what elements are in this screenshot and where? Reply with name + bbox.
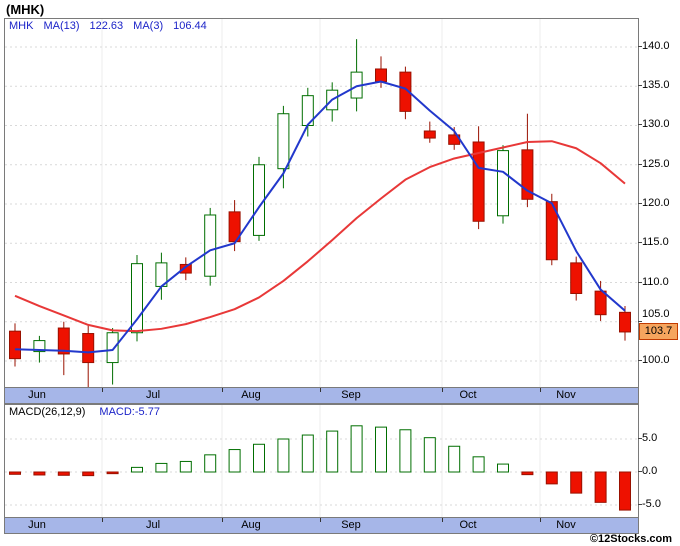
- month-tick: [102, 388, 103, 392]
- axis-tick: [638, 124, 642, 125]
- y-axis-label-120: 120.0: [642, 197, 670, 209]
- macd-histogram: [5, 405, 638, 517]
- axis-tick: [638, 203, 642, 204]
- y-axis-label-130: 130.0: [642, 118, 670, 130]
- month-label-aug: Aug: [241, 519, 261, 531]
- macd-label: MACD(26,12,9): [9, 406, 86, 418]
- macd-y-label-0: 0.0: [642, 465, 658, 477]
- legend-ma3-label: MA(3): [133, 20, 164, 32]
- month-tick: [102, 518, 103, 522]
- axis-tick: [638, 85, 642, 86]
- axis-tick: [638, 242, 642, 243]
- legend-symbol: MHK: [9, 20, 34, 32]
- month-tick: [540, 518, 541, 522]
- axis-tick: [638, 471, 642, 472]
- legend-ma13-label: MA(13): [43, 20, 80, 32]
- y-axis-label-140: 140.0: [642, 40, 670, 52]
- month-label-sep: Sep: [341, 519, 361, 531]
- month-label-aug: Aug: [241, 389, 261, 401]
- month-label-jun: Jun: [28, 389, 46, 401]
- month-label-sep: Sep: [341, 389, 361, 401]
- macd-panel: MACD(26,12,9) MACD:-5.77 Jun Jul Aug Sep…: [4, 404, 639, 534]
- month-tick: [442, 518, 443, 522]
- month-label-jul: Jul: [145, 389, 161, 401]
- macd-value: MACD:-5.77: [99, 406, 160, 418]
- month-tick: [320, 388, 321, 392]
- month-tick: [442, 388, 443, 392]
- month-label-oct: Oct: [459, 389, 477, 401]
- axis-tick: [638, 321, 642, 322]
- macd-x-axis-band: Jun Jul Aug Sep Oct Nov: [5, 517, 638, 533]
- month-label-nov: Nov: [556, 519, 576, 531]
- axis-tick: [638, 438, 642, 439]
- axis-tick: [638, 504, 642, 505]
- macd-y-label-5: 5.0: [642, 432, 658, 444]
- month-tick: [540, 388, 541, 392]
- month-tick: [320, 518, 321, 522]
- y-axis-label-115: 115.0: [642, 236, 669, 248]
- legend-ma13-value: 122.63: [89, 20, 124, 32]
- axis-tick: [638, 282, 642, 283]
- month-label-nov: Nov: [556, 389, 576, 401]
- y-axis-label-100: 100.0: [642, 354, 670, 366]
- axis-tick: [638, 360, 642, 361]
- price-x-axis-band: Jun Jul Aug Sep Oct Nov: [5, 387, 638, 403]
- candlestick-chart: [5, 19, 638, 387]
- macd-legend: MACD(26,12,9) MACD:-5.77: [9, 406, 160, 418]
- macd-y-label-m5: -5.0: [642, 498, 661, 510]
- y-axis-label-125: 125.0: [642, 158, 670, 170]
- price-legend: MHK MA(13) 122.63 MA(3) 106.44: [9, 20, 207, 32]
- page-title: (MHK): [6, 2, 45, 17]
- price-chart-panel: MHK MA(13) 122.63 MA(3) 106.44 Jun Jul A…: [4, 18, 639, 404]
- axis-tick: [638, 46, 642, 47]
- month-label-jul: Jul: [145, 519, 161, 531]
- y-axis-label-135: 135.0: [642, 79, 670, 91]
- y-axis-label-110: 110.0: [642, 276, 669, 288]
- month-label-jun: Jun: [28, 519, 46, 531]
- axis-tick: [638, 164, 642, 165]
- legend-ma3-value: 106.44: [173, 20, 207, 32]
- month-label-oct: Oct: [459, 519, 477, 531]
- month-tick: [222, 388, 223, 392]
- y-axis-label-105: 105.0: [642, 308, 670, 320]
- last-price-badge: 103.7: [639, 323, 678, 340]
- copyright-note: ©12Stocks.com: [589, 533, 672, 545]
- month-tick: [222, 518, 223, 522]
